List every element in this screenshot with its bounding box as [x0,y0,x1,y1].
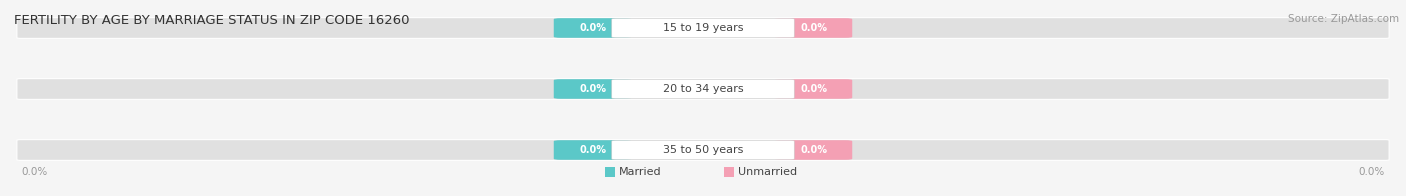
FancyBboxPatch shape [17,140,1389,160]
Text: 0.0%: 0.0% [579,23,606,33]
Text: 0.0%: 0.0% [800,23,827,33]
Text: 20 to 34 years: 20 to 34 years [662,84,744,94]
Text: 0.0%: 0.0% [800,84,827,94]
FancyBboxPatch shape [775,140,852,160]
Text: Unmarried: Unmarried [738,167,797,177]
FancyBboxPatch shape [612,18,794,38]
Text: 0.0%: 0.0% [1358,167,1385,177]
FancyBboxPatch shape [17,79,1389,99]
Text: 15 to 19 years: 15 to 19 years [662,23,744,33]
Text: 0.0%: 0.0% [579,145,606,155]
Text: FERTILITY BY AGE BY MARRIAGE STATUS IN ZIP CODE 16260: FERTILITY BY AGE BY MARRIAGE STATUS IN Z… [14,14,409,27]
Text: 0.0%: 0.0% [579,84,606,94]
Text: Source: ZipAtlas.com: Source: ZipAtlas.com [1288,14,1399,24]
FancyBboxPatch shape [554,79,631,99]
FancyBboxPatch shape [554,18,631,38]
FancyBboxPatch shape [612,79,794,99]
Text: 35 to 50 years: 35 to 50 years [662,145,744,155]
Text: 0.0%: 0.0% [21,167,48,177]
FancyBboxPatch shape [724,167,734,177]
Text: Married: Married [619,167,661,177]
FancyBboxPatch shape [775,18,852,38]
FancyBboxPatch shape [554,140,631,160]
FancyBboxPatch shape [605,167,614,177]
FancyBboxPatch shape [775,79,852,99]
FancyBboxPatch shape [17,18,1389,38]
Text: 0.0%: 0.0% [800,145,827,155]
FancyBboxPatch shape [612,140,794,160]
